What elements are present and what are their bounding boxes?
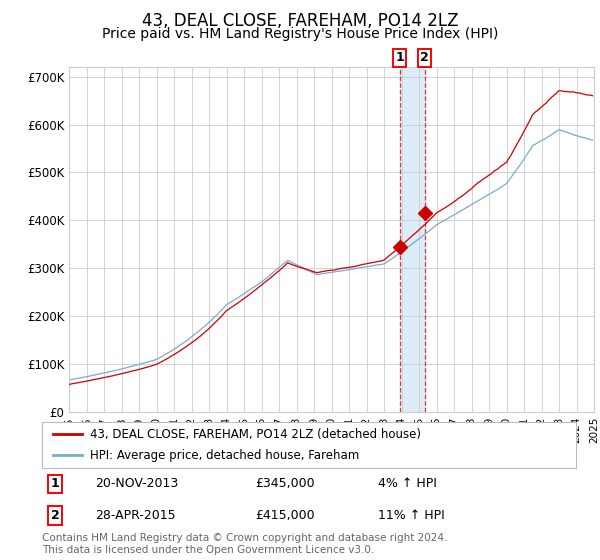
Text: 43, DEAL CLOSE, FAREHAM, PO14 2LZ (detached house): 43, DEAL CLOSE, FAREHAM, PO14 2LZ (detac… bbox=[90, 428, 421, 441]
Text: £415,000: £415,000 bbox=[256, 509, 315, 522]
Text: 1: 1 bbox=[51, 478, 60, 491]
Text: £345,000: £345,000 bbox=[256, 478, 315, 491]
Text: 1: 1 bbox=[395, 52, 404, 64]
Text: 2: 2 bbox=[421, 52, 429, 64]
Text: 2: 2 bbox=[51, 509, 60, 522]
Text: 4% ↑ HPI: 4% ↑ HPI bbox=[379, 478, 437, 491]
Text: 20-NOV-2013: 20-NOV-2013 bbox=[95, 478, 179, 491]
Bar bbox=[400, 67, 425, 412]
Text: 28-APR-2015: 28-APR-2015 bbox=[95, 509, 176, 522]
Text: Contains HM Land Registry data © Crown copyright and database right 2024.
This d: Contains HM Land Registry data © Crown c… bbox=[42, 533, 448, 555]
Text: 11% ↑ HPI: 11% ↑ HPI bbox=[379, 509, 445, 522]
Text: HPI: Average price, detached house, Fareham: HPI: Average price, detached house, Fare… bbox=[90, 449, 359, 461]
Text: Price paid vs. HM Land Registry's House Price Index (HPI): Price paid vs. HM Land Registry's House … bbox=[102, 27, 498, 41]
Text: 43, DEAL CLOSE, FAREHAM, PO14 2LZ: 43, DEAL CLOSE, FAREHAM, PO14 2LZ bbox=[142, 12, 458, 30]
